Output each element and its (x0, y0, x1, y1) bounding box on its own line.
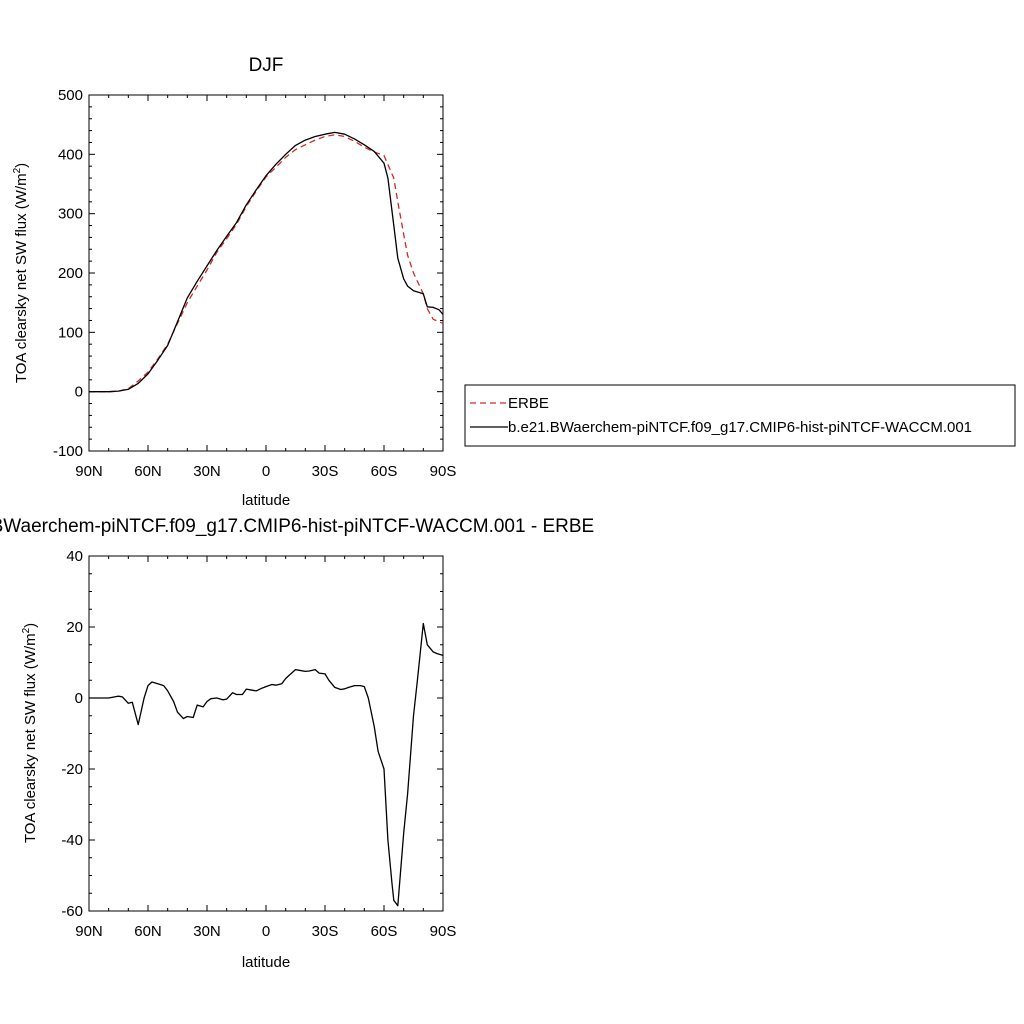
x-axis-label: latitude (242, 492, 290, 509)
x-tick-label: 0 (262, 463, 270, 480)
y-axis-label: TOA clearsky net SW flux (W/m2) (12, 163, 30, 383)
x-axis-label: latitude (242, 954, 290, 971)
series-line-0 (89, 622, 444, 907)
y-tick-label: 0 (75, 384, 83, 401)
legend-label-erbe: ERBE (508, 395, 549, 412)
y-tick-label: -20 (61, 761, 83, 778)
y-tick-label: 400 (58, 146, 83, 163)
djf-flux-panel: DJF -100 0 100 200 300 400 500 90N 60N 30N 0 30S 60… (12, 55, 456, 509)
x-tick-label: 30N (193, 923, 221, 940)
y-tick-label: 200 (58, 265, 83, 282)
difference-panel: b.e21.BWaerchem-piNTCF.f09_g17.CMIP6-his… (0, 516, 594, 971)
y-tick-label: -40 (61, 832, 83, 849)
x-tick-label: 60S (371, 463, 398, 480)
x-tick-label: 90N (75, 463, 103, 480)
series-group (89, 622, 444, 907)
x-tick-label: 60N (134, 463, 162, 480)
series-group (89, 131, 444, 393)
y-tick-label: 20 (66, 619, 83, 636)
y-axis-ticks: -100 0 100 200 300 400 500 (53, 87, 443, 460)
y-tick-label: 500 (58, 87, 83, 104)
x-axis-ticks: 90N 60N 30N 0 30S 60S 90S (75, 556, 456, 940)
x-tick-label: 90S (430, 463, 457, 480)
y-axis-label: TOA clearsky net SW flux (W/m2) (21, 623, 39, 843)
legend: ERBE b.e21.BWaerchem-piNTCF.f09_g17.CMIP… (464, 384, 1016, 447)
y-tick-label: -60 (61, 903, 83, 920)
x-tick-label: 30N (193, 463, 221, 480)
legend-label-model: b.e21.BWaerchem-piNTCF.f09_g17.CMIP6-his… (508, 419, 972, 436)
x-tick-label: 60N (134, 923, 162, 940)
x-tick-label: 60S (371, 923, 398, 940)
series-line-1 (89, 131, 444, 393)
legend-box (464, 384, 1016, 447)
x-tick-label: 90S (430, 923, 457, 940)
difference-chart-title: b.e21.BWaerchem-piNTCF.f09_g17.CMIP6-his… (0, 516, 594, 537)
x-tick-label: 0 (262, 923, 270, 940)
x-axis-ticks: 90N 60N 30N 0 30S 60S 90S (75, 95, 456, 480)
y-tick-label: 300 (58, 206, 83, 223)
y-tick-label: 100 (58, 324, 83, 341)
plot-frame (88, 94, 444, 452)
y-tick-label: -100 (53, 443, 83, 460)
series-line-0 (89, 134, 444, 393)
y-axis-ticks: -60 -40 -20 0 20 40 (61, 548, 443, 920)
x-tick-label: 30S (312, 923, 339, 940)
x-tick-label: 30S (312, 463, 339, 480)
chart-title: DJF (249, 55, 284, 76)
y-tick-label: 0 (75, 690, 83, 707)
y-tick-label: 40 (66, 548, 83, 565)
x-tick-label: 90N (75, 923, 103, 940)
